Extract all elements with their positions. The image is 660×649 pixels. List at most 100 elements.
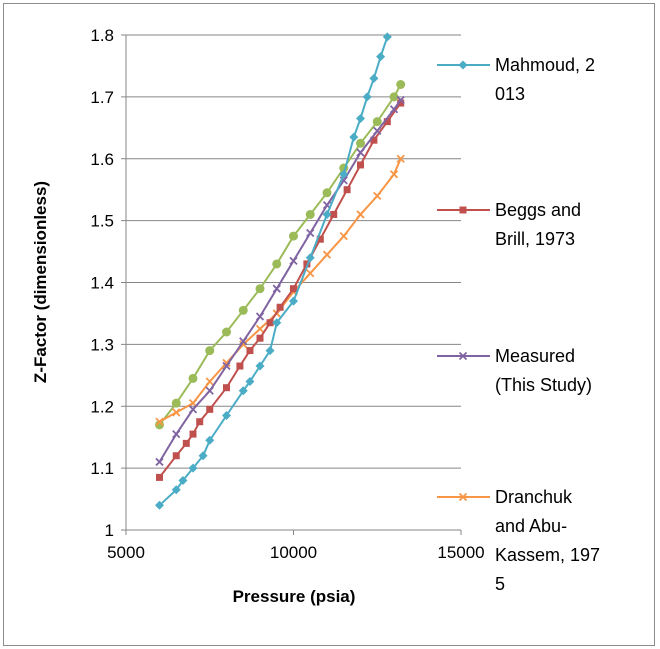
data-point [171, 485, 181, 495]
data-point [155, 500, 164, 510]
x-axis-title: Pressure (psia) [233, 587, 356, 606]
x-tick-label: 15000 [437, 543, 484, 562]
data-point [376, 52, 386, 62]
data-point [362, 92, 372, 102]
data-point [370, 136, 378, 144]
legend-label: Mahmoud, 2 [495, 55, 595, 75]
series-line [159, 158, 402, 423]
chart-frame [3, 3, 655, 646]
data-point [266, 319, 274, 327]
data-point [396, 154, 405, 163]
data-point [397, 99, 405, 107]
legend-swatch-marker [459, 206, 467, 214]
data-point [223, 384, 230, 392]
legend-swatch-marker [458, 351, 468, 361]
data-point [156, 473, 163, 481]
data-point [171, 398, 181, 408]
data-point [206, 405, 214, 413]
series-4 [155, 80, 406, 430]
data-point [383, 118, 391, 126]
data-point [373, 191, 382, 201]
data-point [239, 337, 248, 346]
legend-label: Brill, 1973 [495, 229, 575, 249]
data-point [205, 435, 215, 445]
data-point [238, 305, 248, 315]
data-point [272, 259, 282, 269]
legend-swatch-marker [458, 492, 468, 502]
data-point [256, 334, 264, 342]
data-point [276, 303, 284, 311]
data-point [382, 32, 392, 42]
y-tick-label: 1.1 [90, 459, 114, 478]
y-tick-label: 1.2 [90, 397, 114, 416]
data-point [305, 209, 315, 219]
data-point [272, 318, 282, 328]
legend-item: Beggs and Brill, 1973 [437, 200, 581, 249]
data-point [306, 228, 315, 238]
x-tick-labels: 5000 10000 15000 [107, 543, 485, 562]
y-tick-label: 1.5 [90, 212, 114, 231]
data-point [205, 377, 214, 386]
x-tick-label: 5000 [107, 543, 145, 562]
data-point [357, 161, 364, 169]
legend-label: Dranchuk [495, 487, 573, 507]
data-point [205, 386, 214, 395]
legend-swatch-marker [458, 60, 468, 70]
data-point [188, 463, 198, 473]
legend-label: Kassem, 197 [495, 545, 600, 565]
y-axis-title: Z-Factor (dimensionless) [31, 181, 50, 383]
data-point [255, 284, 265, 294]
legend-item: Mahmoud, 2 013 [437, 55, 595, 104]
data-point [189, 430, 197, 438]
data-point [222, 358, 231, 368]
data-point [272, 284, 281, 293]
legend-item: Measured (This Study) [437, 346, 592, 395]
y-tick-labels: 1 1.1 1.2 1.3 1.4 1.5 1.6 1.7 1.8 [90, 26, 114, 540]
y-tick-label: 1.6 [90, 150, 114, 169]
data-point [316, 235, 324, 243]
x-tick-label: 10000 [270, 543, 317, 562]
series-3 [155, 154, 405, 426]
data-point [330, 210, 338, 218]
data-point [172, 452, 180, 460]
data-point [306, 269, 315, 278]
data-point [373, 126, 382, 136]
data-point [245, 377, 255, 386]
data-point [356, 148, 365, 157]
legend-label: 5 [495, 574, 505, 594]
data-point [396, 80, 406, 89]
series-line [158, 84, 402, 426]
y-tick-label: 1.8 [90, 26, 114, 45]
data-point [255, 324, 265, 334]
data-point [349, 132, 359, 142]
data-point [396, 95, 405, 105]
series-line [158, 99, 402, 463]
legend-label: and Abu- [495, 516, 567, 536]
data-point [289, 296, 298, 306]
data-point [238, 386, 248, 396]
y-tick-label: 1 [105, 521, 114, 540]
data-point [289, 256, 298, 265]
data-point [289, 231, 298, 241]
data-point [188, 405, 198, 414]
legend-label: (This Study) [495, 375, 592, 395]
series-0 [155, 32, 392, 510]
y-tick-label: 1.7 [90, 88, 114, 107]
data-point [172, 429, 181, 439]
data-point [369, 73, 379, 83]
data-point [305, 253, 315, 263]
data-point [205, 346, 215, 356]
data-point [356, 138, 365, 148]
series-line [158, 36, 389, 507]
data-point [372, 117, 382, 127]
data-point [198, 451, 208, 461]
data-point [255, 312, 265, 321]
gridlines [121, 34, 462, 535]
legend: Mahmoud, 2 013 Beggs and Brill, 1973 Measure… [437, 55, 600, 594]
legend-label: Beggs and [495, 200, 581, 220]
series-2 [155, 95, 405, 467]
legend-label: 013 [495, 84, 525, 104]
data-point [155, 420, 164, 430]
data-point [389, 92, 399, 102]
